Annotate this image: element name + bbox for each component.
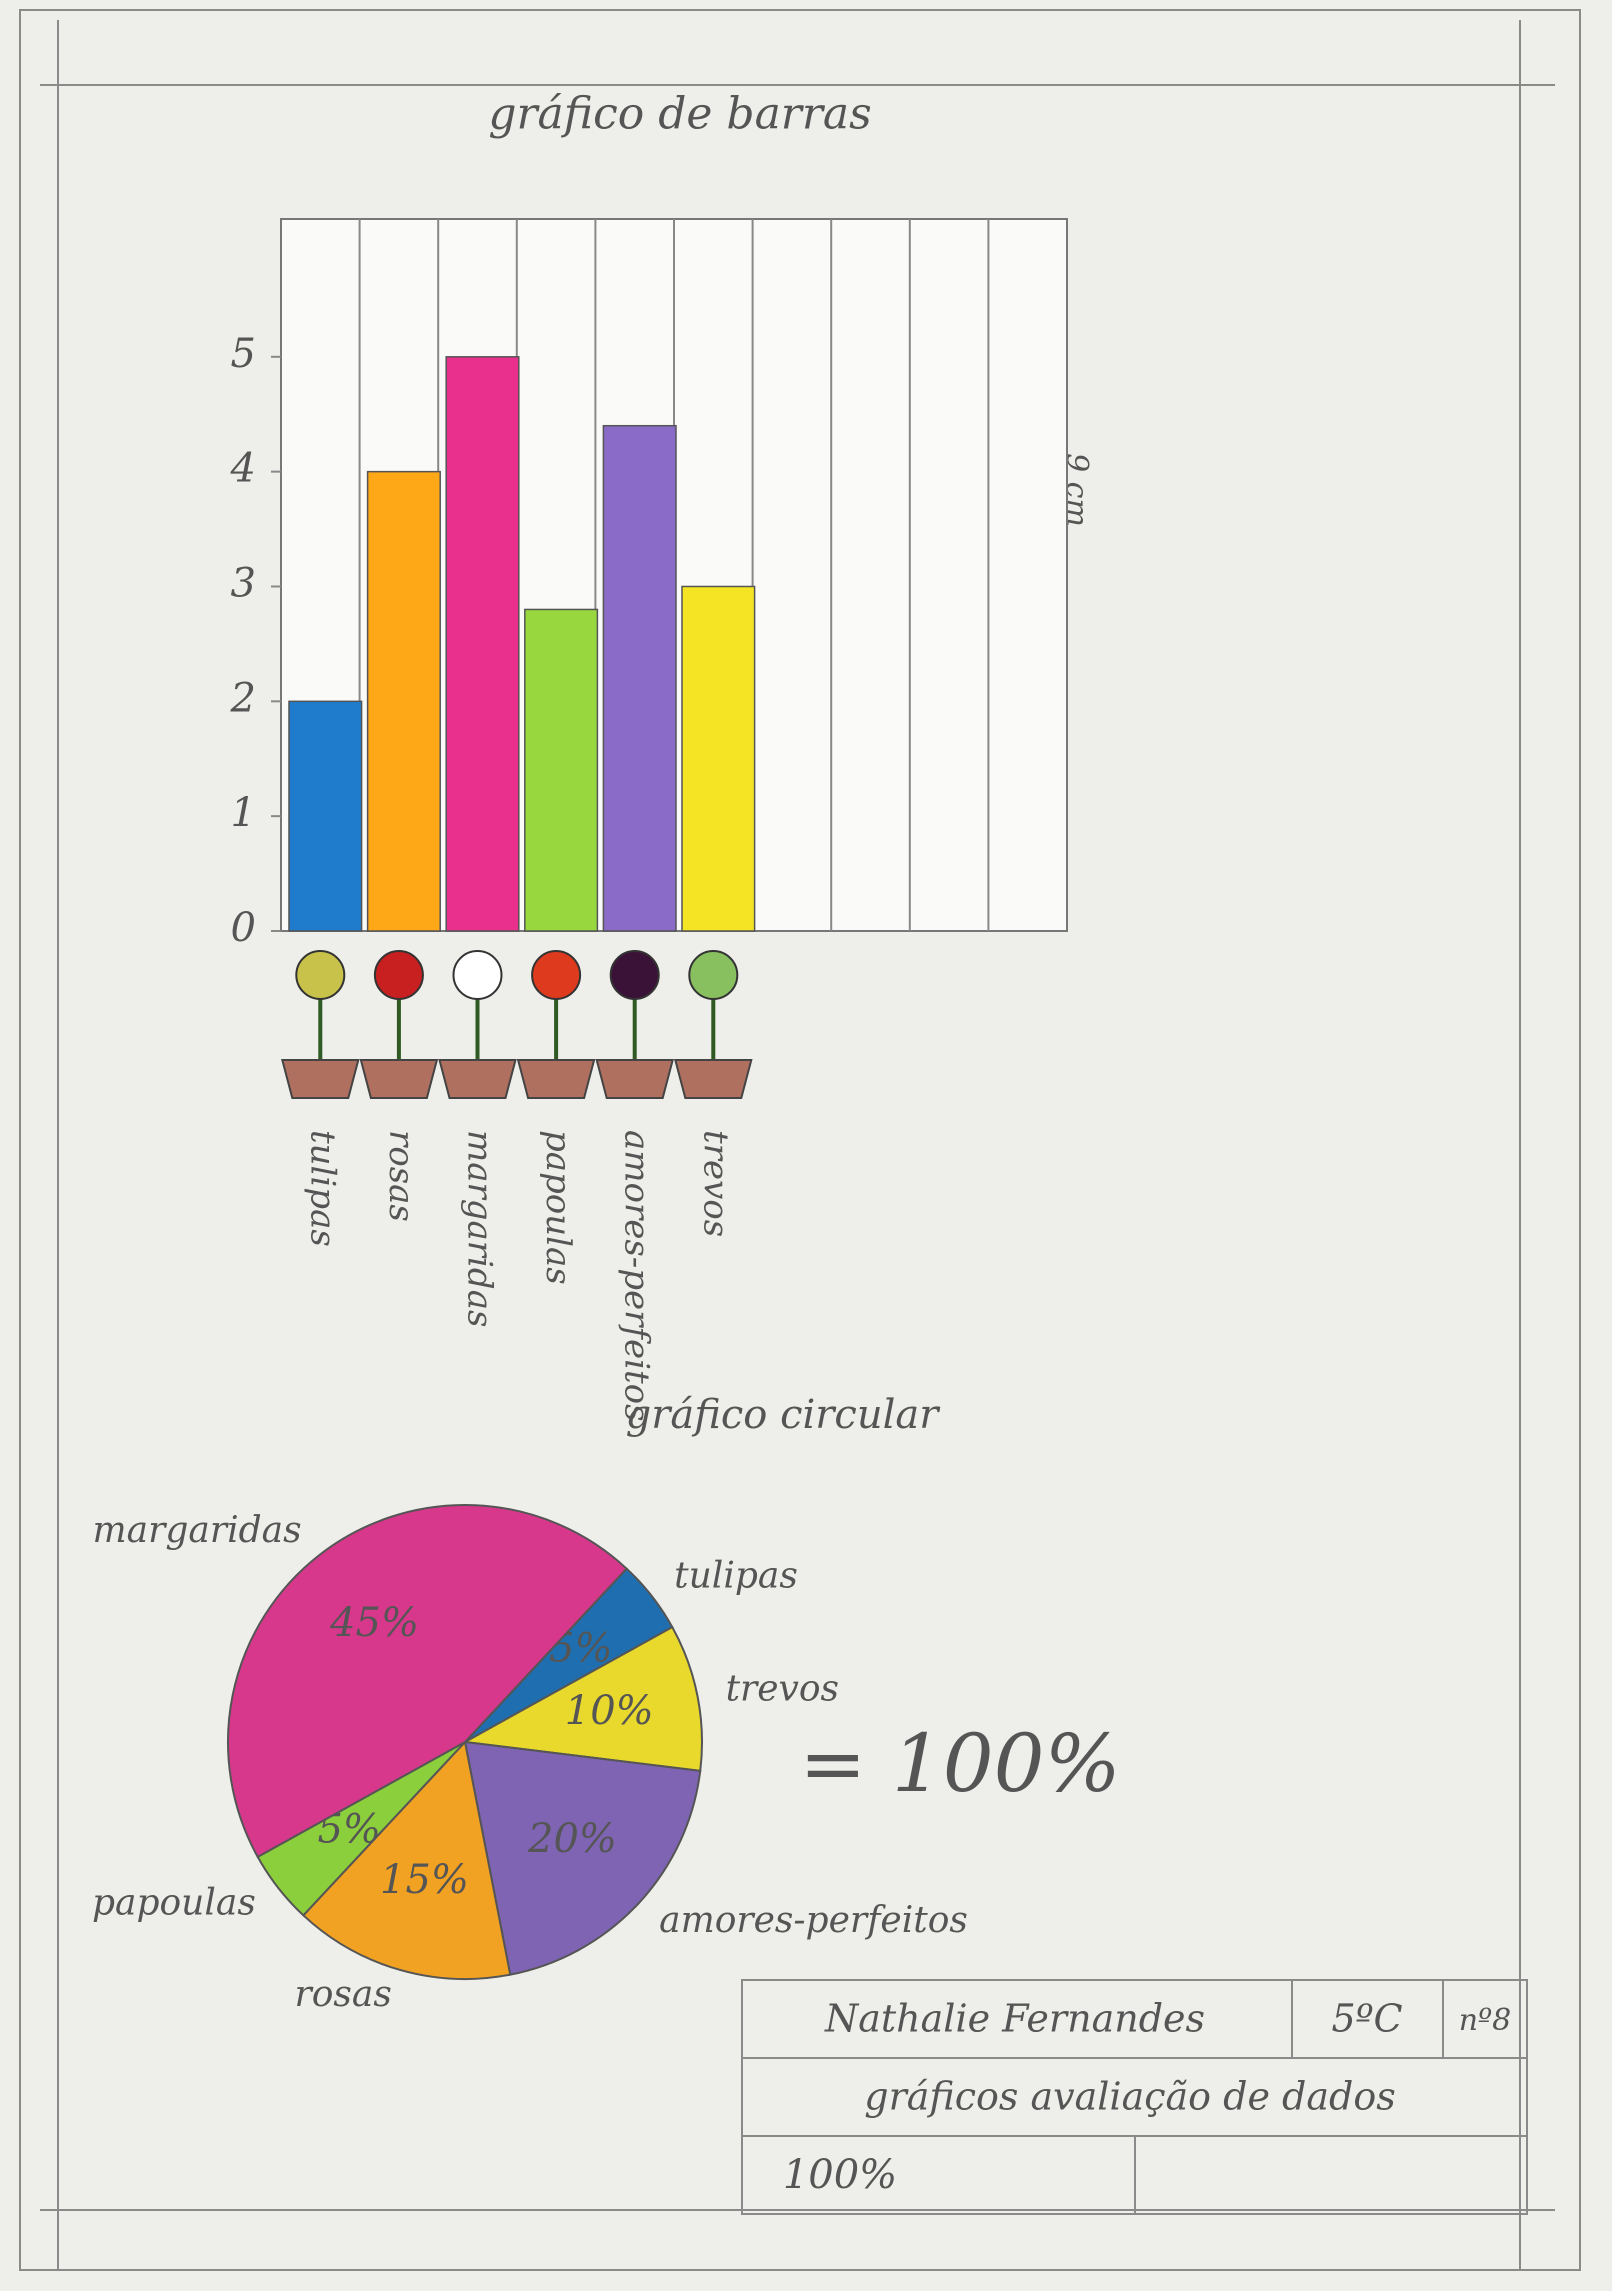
flower-pot — [281, 1059, 360, 1099]
slice-category-label: trevos — [726, 1668, 839, 1709]
footer-table: Nathalie Fernandes 5ºC nº8 gráficos aval… — [741, 1979, 1528, 2215]
y-tick-label: 0 — [231, 905, 256, 951]
student-class: 5ºC — [1331, 1997, 1402, 2041]
student-number: nº8 — [1459, 2003, 1512, 2038]
pie-annotation: = 100% — [799, 1717, 1120, 1810]
x-tick-label: margaridas — [460, 1130, 500, 1327]
slice-category-label: amores-perfeitos — [659, 1900, 968, 1941]
slice-value-label: 45% — [329, 1600, 419, 1646]
y-tick-label: 5 — [231, 331, 256, 377]
x-tick-label: rosas — [381, 1130, 421, 1222]
flower-head — [609, 950, 660, 1000]
bar — [524, 608, 599, 932]
slice-category-label: rosas — [295, 1974, 392, 2015]
x-tick-label: tulipas — [302, 1130, 342, 1247]
x-tick-label: papoulas — [538, 1130, 578, 1285]
flower-head — [295, 950, 346, 1000]
slice-category-label: papoulas — [92, 1882, 256, 1923]
slice-value-label: 20% — [527, 1816, 617, 1862]
slice-category-label: margaridas — [93, 1510, 302, 1551]
bar — [288, 700, 363, 932]
slice-value-label: 10% — [565, 1688, 654, 1734]
bar-title: gráfico de barras — [488, 89, 871, 140]
pie-slice — [463, 1740, 702, 1976]
y-tick-label: 4 — [230, 446, 256, 492]
flower-head — [452, 950, 503, 1000]
bar — [602, 424, 677, 932]
slice-category-label: tulipas — [674, 1556, 798, 1597]
flower-pot — [438, 1059, 517, 1099]
slice-value-label: 15% — [380, 1857, 469, 1903]
y-tick-label: 2 — [230, 675, 256, 721]
page-edge — [19, 9, 1581, 2271]
subject: gráficos avaliação de dados — [864, 2075, 1395, 2119]
flower-head — [688, 950, 739, 1000]
bar — [681, 585, 756, 932]
pie-title: gráfico circular — [626, 1392, 942, 1438]
pie-slice — [461, 1625, 703, 1772]
grade: 100% — [783, 2152, 897, 2198]
bar — [366, 470, 441, 932]
flower-head — [531, 950, 582, 1000]
flower-pot — [359, 1059, 439, 1099]
flower-head — [373, 950, 424, 1000]
flower-pot — [674, 1059, 753, 1099]
flower-pot — [595, 1059, 674, 1099]
x-tick-label: trevos — [695, 1130, 735, 1237]
x-tick-label: amores-perfeitos — [617, 1130, 657, 1422]
bar — [445, 356, 520, 932]
pie-slice — [301, 1739, 512, 1980]
pie-slice — [227, 1504, 629, 1859]
student-name: Nathalie Fernandes — [824, 1997, 1205, 2041]
y-tick-label: 3 — [231, 560, 256, 606]
flower-pot — [516, 1059, 596, 1099]
y-tick-label: 1 — [231, 790, 256, 836]
